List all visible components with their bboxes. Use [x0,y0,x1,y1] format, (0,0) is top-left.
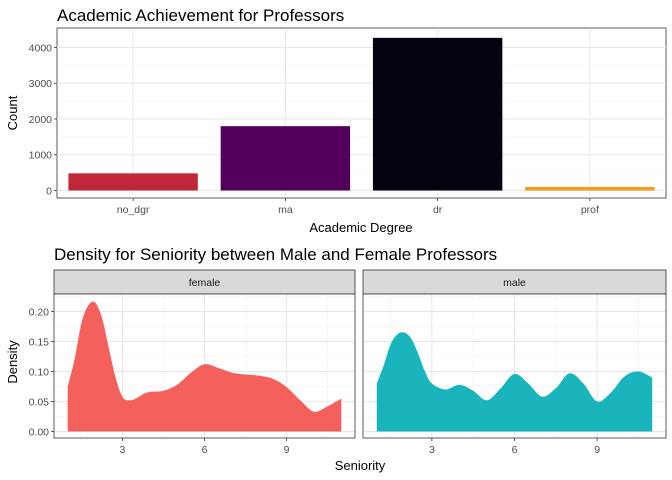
bar-y-tick-label: 3000 [29,78,53,90]
bar-chart-panel [56,27,667,199]
density-y-tick-label: 0.05 [29,396,50,408]
density-y-tick-label: 0.20 [29,306,50,318]
bar-y-tick-label: 1000 [29,150,53,162]
bar-y-tick-label: 2000 [29,114,53,126]
bar-x-tick-label: ma [278,204,293,216]
density-x-tick-label: 3 [119,444,125,456]
bar-x-tick-label: dr [433,204,443,216]
bar-x-tick-label: prof [581,204,599,216]
density-area-male [376,332,653,432]
density-x-tick-label: 3 [429,444,435,456]
density-y-tick-label: 0.15 [29,336,50,348]
bar-chart-y-axis-label: Count [5,95,20,130]
bar-no_dgr [68,173,198,191]
density-chart: Density for Seniority between Male and F… [5,245,667,473]
density-x-tick-label: 6 [512,444,518,456]
density-chart-x-axis-label: Seniority [335,458,386,473]
bar-y-tick-label: 4000 [29,42,53,54]
bar-dr [372,37,503,191]
bar-chart-bars [68,37,655,191]
density-x-tick-label: 9 [284,444,290,456]
bar-prof [525,186,655,191]
bar-chart: Academic Achievement for Professors 0 100… [5,6,667,235]
bar-chart-x-axis-label: Academic Degree [309,220,412,235]
bar-ma [220,126,351,191]
facet-strip [53,269,356,295]
bar-x-tick-label: no_dgr [117,204,150,216]
bar-chart-x-ticks: no_dgr ma dr prof [117,198,599,216]
facet-strip-label: female [189,277,221,289]
density-facets: female 3 6 9 male 3 6 9 [53,269,667,456]
density-chart-y-axis-label: Density [5,340,20,384]
density-chart-y-ticks: 0.00 0.05 0.10 0.15 0.20 [29,306,54,438]
bar-chart-y-ticks: 0 1000 2000 3000 4000 [29,42,57,197]
bar-chart-title: Academic Achievement for Professors [57,6,344,25]
facet-strip-label: male [503,277,526,289]
facet-strip [362,269,667,295]
density-x-tick-label: 6 [202,444,208,456]
density-y-tick-label: 0.10 [29,366,50,378]
density-area-female [67,301,342,432]
density-x-tick-label: 9 [594,444,600,456]
bar-y-tick-label: 0 [46,185,52,197]
density-facet-male: male 3 6 9 [362,269,667,456]
density-chart-title: Density for Seniority between Male and F… [54,245,497,264]
density-facet-female: female 3 6 9 [53,269,356,456]
density-y-tick-label: 0.00 [29,426,50,438]
